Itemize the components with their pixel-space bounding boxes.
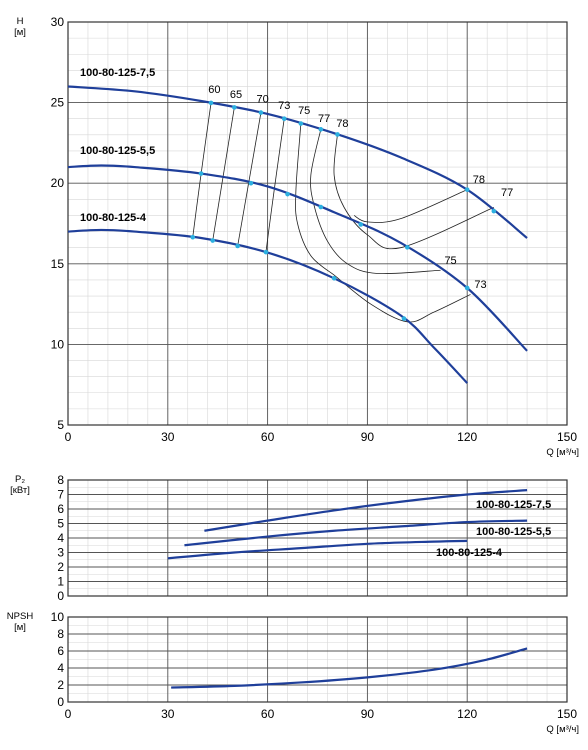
y-axis-label: [м]: [14, 27, 26, 38]
efficiency-label: 78: [473, 174, 485, 186]
y-tick-label: 25: [51, 96, 65, 110]
efficiency-point: [285, 191, 290, 197]
y-tick-label: 5: [57, 418, 64, 432]
y-tick-label: 30: [51, 15, 65, 29]
y-tick-label: 6: [57, 644, 64, 658]
y-tick-label: 1: [57, 575, 64, 589]
efficiency-point: [258, 110, 264, 115]
efficiency-point: [235, 243, 240, 249]
p2-curve-2: [184, 519, 528, 547]
plot-frame: [67, 479, 568, 597]
efficiency-point: [401, 316, 407, 321]
efficiency-point: [281, 116, 287, 122]
efficiency-point: [491, 208, 497, 214]
y-tick-label: 6: [57, 502, 64, 516]
series-label: 100-80-125-5,5: [476, 526, 551, 538]
efficiency-isoline: [333, 134, 494, 250]
series-label: 100-80-125-4: [436, 547, 503, 559]
x-tick-label: 60: [261, 430, 275, 444]
efficiency-point: [210, 238, 216, 243]
plot-frame: [67, 616, 568, 703]
efficiency-point: [208, 100, 214, 106]
p2-curve-1: [204, 489, 528, 532]
series-label: 100-80-125-4: [80, 212, 147, 224]
efficiency-isoline: [265, 118, 285, 253]
y-tick-label: 5: [57, 517, 64, 531]
efficiency-label: 75: [444, 255, 456, 267]
efficiency-isoline: [192, 102, 212, 238]
efficiency-point: [335, 132, 340, 137]
efficiency-label: 77: [501, 187, 513, 199]
x-tick-label: 90: [361, 430, 375, 444]
efficiency-isoline: [212, 107, 235, 241]
efficiency-label: 60: [208, 84, 220, 96]
efficiency-isoline: [333, 274, 471, 323]
efficiency-point: [464, 187, 470, 192]
p2-curve-3: [167, 539, 468, 560]
y-tick-label: 4: [57, 661, 64, 675]
y-tick-label: 7: [57, 488, 64, 502]
efficiency-point: [298, 121, 304, 126]
efficiency-point: [232, 105, 237, 110]
y-tick-label: 0: [57, 695, 64, 709]
efficiency-point: [358, 222, 364, 227]
efficiency-point: [263, 249, 269, 255]
efficiency-label: 77: [318, 113, 330, 125]
y-tick-label: 3: [57, 546, 64, 560]
efficiency-isoline: [295, 123, 335, 276]
efficiency-isoline: [310, 129, 441, 275]
x-tick-label: 150: [557, 707, 577, 721]
y-tick-label: 4: [57, 531, 64, 545]
y-axis-label: NPSH: [7, 611, 34, 622]
plot-frame: [67, 21, 568, 426]
efficiency-point: [318, 204, 324, 210]
efficiency-label: 70: [256, 94, 268, 106]
x-tick-label: 120: [457, 707, 477, 721]
y-tick-label: 8: [57, 473, 64, 487]
y-tick-label: 8: [57, 627, 64, 641]
efficiency-point: [405, 245, 410, 250]
x-axis-label: Q [м³/ч]: [546, 447, 579, 458]
x-tick-label: 150: [557, 430, 577, 444]
efficiency-label: 73: [278, 100, 290, 112]
series-label: 100-80-125-5,5: [80, 145, 155, 157]
series-label: 100-80-125-7,5: [476, 499, 551, 511]
x-axis-label: Q [м³/ч]: [546, 724, 579, 735]
x-tick-label: 0: [65, 707, 72, 721]
x-tick-label: 90: [361, 707, 375, 721]
y-tick-label: 2: [57, 678, 64, 692]
efficiency-label: 73: [474, 279, 486, 291]
efficiency-point: [190, 234, 196, 240]
efficiency-point: [464, 285, 470, 291]
efficiency-label: 65: [230, 89, 242, 101]
efficiency-label: 78: [336, 118, 348, 130]
y-axis-label: P₂: [15, 474, 25, 485]
x-tick-label: 0: [65, 430, 72, 444]
y-tick-label: 20: [51, 176, 65, 190]
x-tick-label: 30: [161, 430, 175, 444]
y-axis-label: [кВт]: [10, 485, 30, 496]
efficiency-point: [318, 127, 324, 132]
efficiency-point: [198, 171, 204, 176]
npsh-curve: [171, 647, 528, 689]
efficiency-point: [331, 276, 337, 281]
y-tick-label: 2: [57, 560, 64, 574]
series-label: 100-80-125-7,5: [80, 67, 155, 79]
y-axis-label: [м]: [14, 622, 26, 633]
x-tick-label: 120: [457, 430, 477, 444]
y-axis-label: H: [17, 16, 24, 27]
x-tick-label: 60: [261, 707, 275, 721]
y-tick-label: 15: [51, 257, 65, 271]
h-curve-2: [67, 164, 528, 352]
y-tick-label: 10: [51, 610, 65, 624]
efficiency-point: [248, 180, 254, 186]
y-tick-label: 0: [57, 589, 64, 603]
efficiency-label: 75: [298, 105, 310, 117]
x-tick-label: 30: [161, 707, 175, 721]
y-tick-label: 10: [51, 337, 65, 351]
efficiency-isoline: [353, 189, 468, 223]
